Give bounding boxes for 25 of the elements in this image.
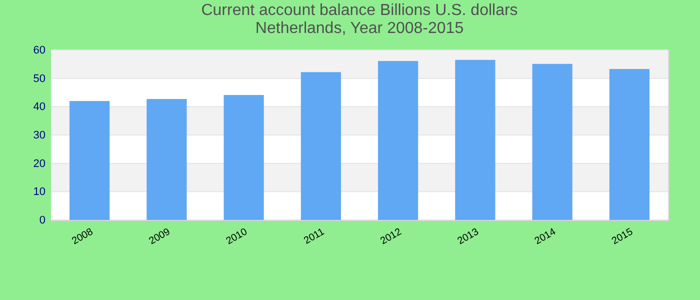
x-tick-label: 2011 — [302, 226, 327, 247]
x-tick-label: 2014 — [533, 226, 558, 248]
y-tick-label: 20 — [33, 158, 46, 170]
bar — [300, 72, 341, 220]
bar — [224, 95, 264, 220]
y-tick-label: 40 — [33, 101, 46, 114]
bar — [609, 68, 650, 220]
y-tick-label: 60 — [33, 44, 46, 56]
y-tick-label: 10 — [33, 186, 46, 198]
x-tick-label: 2013 — [456, 226, 482, 248]
text: Current account balance Billions U.S. dollars — [201, 2, 518, 19]
bar — [146, 99, 187, 220]
x-tick-label: 2012 — [378, 226, 404, 248]
bar — [455, 60, 496, 220]
x-tick-label: 2015 — [610, 226, 636, 248]
x-tick-label: 2008 — [70, 226, 96, 248]
bar — [70, 101, 110, 220]
y-tick-label: 30 — [33, 130, 46, 142]
text: Netherlands, Year 2008-2015 — [255, 20, 464, 37]
bar — [378, 61, 418, 220]
y-tick-label: 0 — [39, 214, 46, 226]
x-tick-label: 2010 — [224, 226, 250, 248]
bar — [532, 64, 572, 220]
x-tick-label: 2009 — [147, 226, 173, 248]
y-tick-label: 50 — [33, 72, 46, 85]
